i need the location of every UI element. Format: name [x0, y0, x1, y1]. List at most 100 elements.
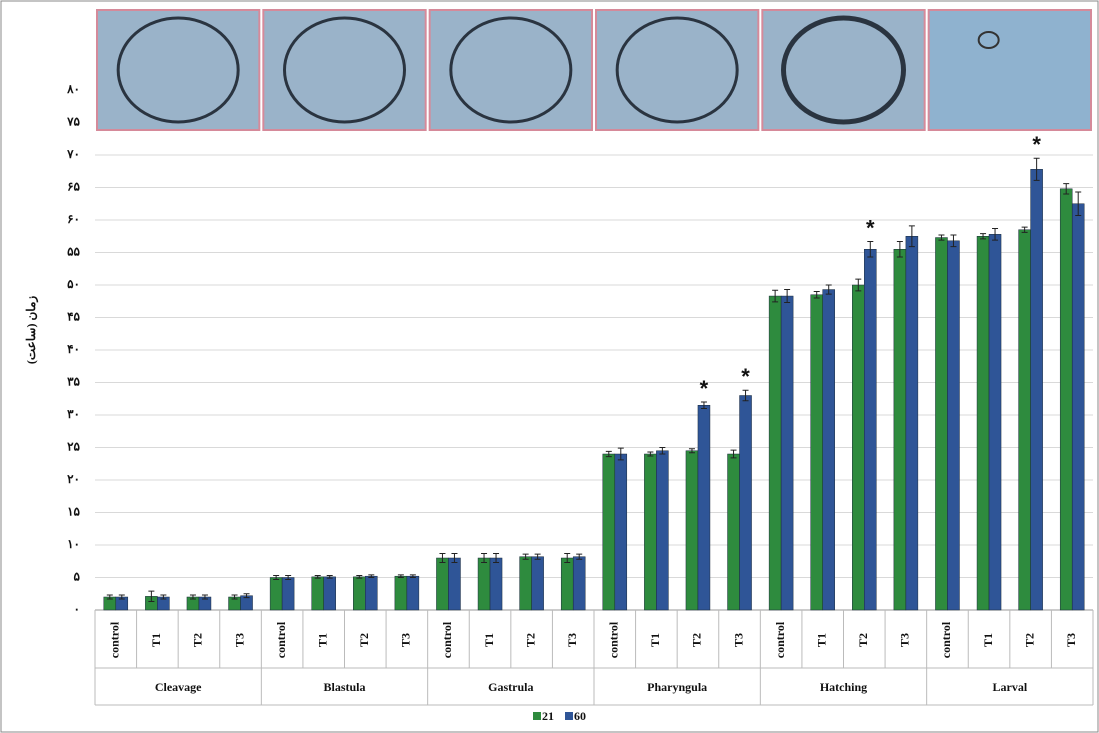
- bar: [1060, 189, 1072, 610]
- legend-label: 21: [542, 709, 554, 723]
- group-label: Cleavage: [155, 680, 202, 694]
- bar: [698, 405, 710, 610]
- x-tick-label: T1: [149, 633, 163, 647]
- bar: [989, 234, 1001, 610]
- y-tick-label: ۳۵: [67, 374, 80, 388]
- group-label: Pharyngula: [647, 680, 707, 694]
- x-tick-label: T2: [191, 633, 205, 647]
- bar: [906, 236, 918, 610]
- x-tick-label: T3: [399, 633, 413, 647]
- x-tick-label: T1: [482, 633, 496, 647]
- legend-swatch: [533, 712, 541, 720]
- y-tick-label: ۱۰: [67, 537, 80, 551]
- bar: [270, 578, 282, 611]
- bar: [561, 558, 573, 610]
- bar: [686, 451, 698, 610]
- x-tick-label: T2: [523, 633, 537, 647]
- bar: [977, 236, 989, 610]
- bar: [852, 285, 864, 610]
- x-tick-label: T3: [1064, 633, 1078, 647]
- x-tick-label: control: [440, 621, 454, 658]
- significance-marker: *: [1032, 132, 1041, 157]
- y-tick-label: ۵: [74, 569, 81, 583]
- embryo-photo: [97, 10, 259, 130]
- bar: [395, 576, 407, 610]
- bar: [532, 557, 544, 610]
- y-tick-label: ۷۵: [66, 114, 80, 128]
- y-tick-label: ۵۵: [67, 244, 80, 258]
- bar: [407, 576, 419, 610]
- bar: [769, 296, 781, 610]
- bar: [478, 558, 490, 610]
- x-tick-label: T1: [315, 633, 329, 647]
- bar: [740, 396, 752, 611]
- x-tick-label: T1: [981, 633, 995, 647]
- x-tick-label: T3: [898, 633, 912, 647]
- y-tick-label: ۴۵: [67, 309, 80, 323]
- bar: [353, 577, 365, 610]
- bar: [603, 454, 615, 610]
- x-tick-label: T2: [357, 633, 371, 647]
- y-tick-label: ۲۵: [67, 439, 80, 453]
- bar: [947, 241, 959, 610]
- bar: [935, 238, 947, 610]
- y-tick-label: ۶۰: [67, 212, 80, 226]
- x-tick-label: T2: [690, 633, 704, 647]
- embryo-photo: [929, 10, 1091, 130]
- bar: [324, 577, 336, 610]
- bar: [520, 557, 532, 610]
- bar: [490, 558, 502, 610]
- bar: [728, 454, 740, 610]
- chart: زمان (ساعت) ۰۵۱۰۱۵۲۰۲۵۳۰۳۵۴۰۴۵۵۰۵۵۶۰۶۵۷۰…: [0, 0, 1099, 733]
- bar: [282, 578, 294, 611]
- bar: [573, 557, 585, 610]
- embryo-photo: [263, 10, 425, 130]
- bar: [615, 454, 627, 610]
- x-tick-label: control: [108, 621, 122, 658]
- x-tick-label: control: [773, 621, 787, 658]
- bar: [811, 295, 823, 610]
- y-tick-label: ۵۰: [67, 277, 80, 291]
- y-tick-label: ۶۵: [67, 179, 80, 193]
- y-tick-label: ۴۰: [67, 342, 80, 356]
- x-tick-label: T2: [856, 633, 870, 647]
- group-label: Blastula: [323, 680, 365, 694]
- bar: [365, 576, 377, 610]
- bar: [436, 558, 448, 610]
- group-label: Gastrula: [488, 680, 533, 694]
- y-tick-label: ۰: [74, 602, 80, 616]
- x-tick-label: control: [274, 621, 288, 658]
- y-tick-label: ۷۰: [66, 147, 80, 161]
- bar: [644, 454, 656, 610]
- embryo-photo: [762, 10, 924, 130]
- bar: [312, 577, 324, 610]
- embryo-photo: [430, 10, 592, 130]
- group-label: Hatching: [820, 680, 867, 694]
- legend-label: 60: [574, 709, 586, 723]
- x-tick-label: control: [939, 621, 953, 658]
- x-tick-label: T3: [565, 633, 579, 647]
- bar: [1072, 204, 1084, 610]
- legend-swatch: [565, 712, 573, 720]
- significance-marker: *: [700, 376, 709, 401]
- x-tick-label: T3: [232, 633, 246, 647]
- x-tick-label: control: [607, 621, 621, 658]
- group-label: Larval: [992, 680, 1027, 694]
- significance-marker: *: [866, 215, 875, 240]
- bar: [448, 558, 460, 610]
- x-tick-label: T2: [1022, 633, 1036, 647]
- y-tick-label: ۳۰: [67, 407, 80, 421]
- x-tick-label: T1: [648, 633, 662, 647]
- bar: [656, 451, 668, 610]
- bar: [1031, 169, 1043, 610]
- y-tick-label: ۸۰: [66, 82, 80, 96]
- bar: [1019, 230, 1031, 610]
- x-tick-label: T3: [731, 633, 745, 647]
- significance-marker: *: [741, 364, 750, 389]
- y-tick-label: ۱۵: [67, 504, 80, 518]
- bar: [894, 249, 906, 610]
- bar: [864, 249, 876, 610]
- page: {"chart_data": {"type": "bar", "y_label"…: [0, 0, 1099, 733]
- bar: [781, 296, 793, 610]
- y-tick-label: ۲۰: [67, 472, 80, 486]
